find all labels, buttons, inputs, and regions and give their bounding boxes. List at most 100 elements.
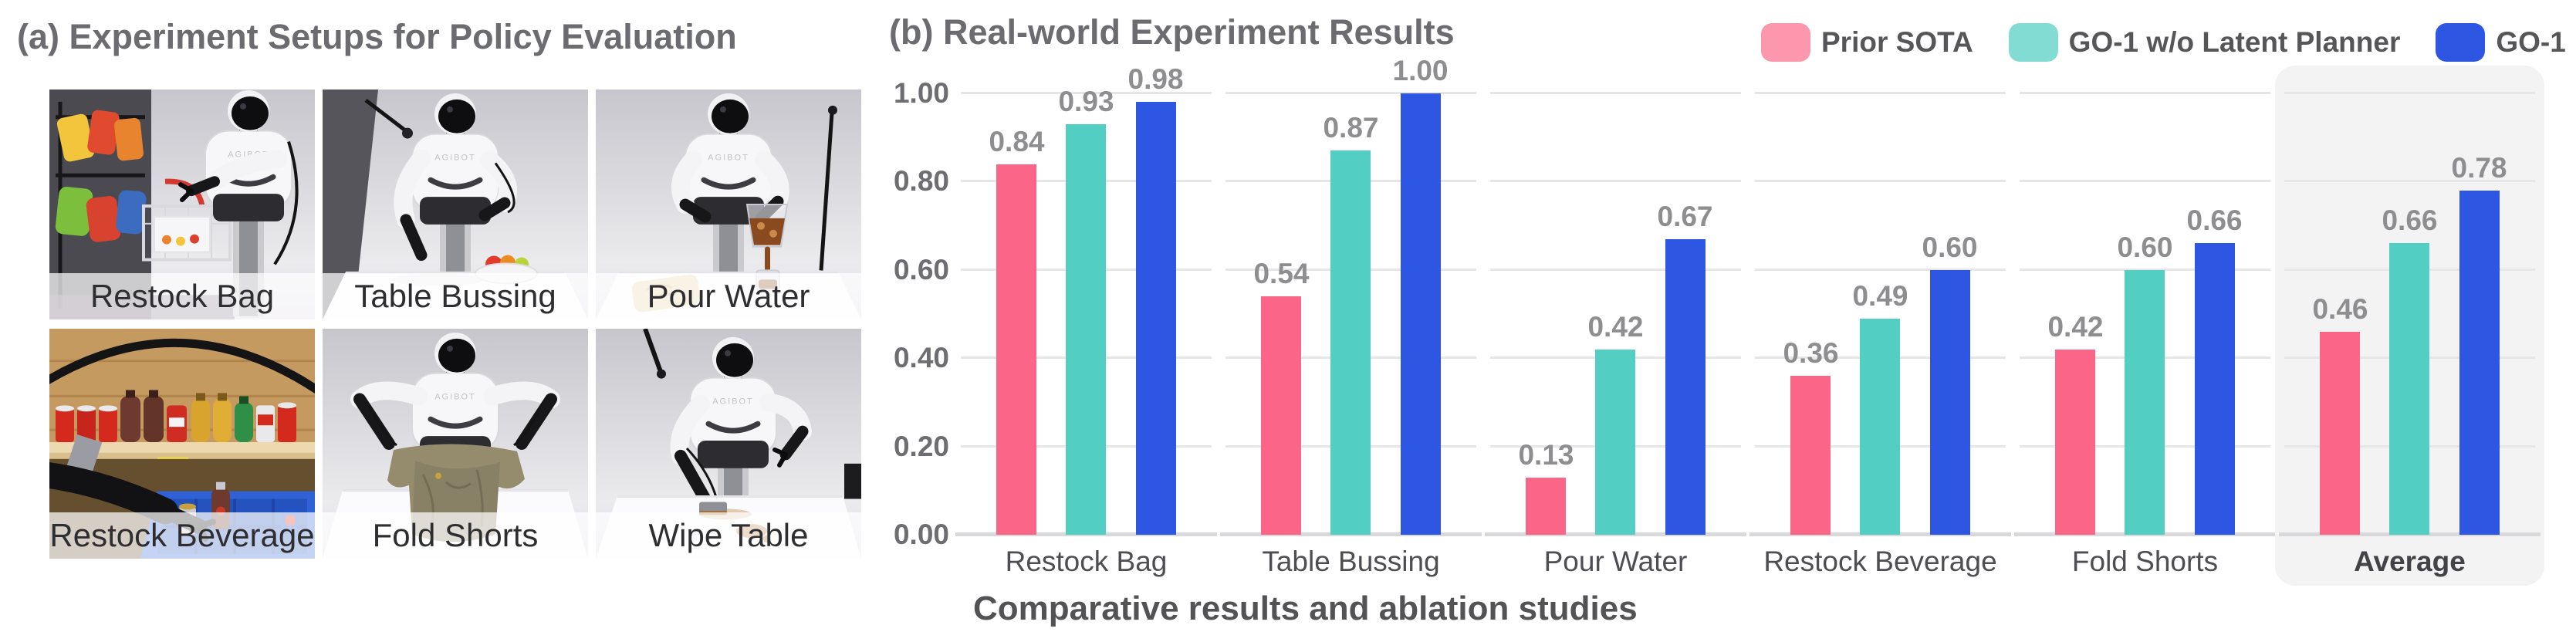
bar-prior-sota [1261, 296, 1302, 535]
bar-column: 0.93 [1058, 86, 1114, 535]
bar-value-label: 1.00 [1392, 55, 1449, 86]
bar-value-label: 0.66 [2382, 204, 2438, 237]
bar-prior-sota [996, 164, 1037, 535]
bar-go-1 [1665, 238, 1706, 535]
chart-panel-table-bussing: 0.54 0.87 1.00 Table Bussing [1220, 55, 1482, 577]
photo-restock-beverage: Restock Beverage [49, 329, 315, 559]
legend-label: GO-1 [2496, 26, 2566, 58]
bar-value-label: 0.49 [1852, 279, 1908, 312]
gridline [2020, 268, 2270, 271]
y-tick-label: 0.80 [893, 165, 949, 198]
bar-go-1 [2459, 190, 2500, 535]
bar-column: 0.42 [1587, 310, 1644, 535]
photo-label-pour-water: Pour Water [596, 273, 861, 319]
x-category-label: Average [2354, 546, 2466, 577]
photo-label-restock-beverage: Restock Beverage [49, 512, 315, 559]
chart-panel-fold-shorts: 0.42 0.60 0.66 Fold Shorts [2014, 92, 2276, 577]
bar-group: 0.42 0.60 0.66 [2020, 204, 2270, 535]
bar-group: 0.36 0.49 0.60 [1755, 231, 2006, 535]
bar-column: 0.67 [1658, 201, 1713, 535]
chart-panel-average: 0.46 0.66 0.78 Average [2275, 66, 2544, 586]
legend-label: GO-1 w/o Latent Planner [2068, 26, 2401, 58]
bar-column: 0.49 [1852, 280, 1908, 535]
chart-panel-restock-bag: 0.84 0.93 0.98 Restock Bag [955, 63, 1217, 577]
bar-value-label: 0.60 [2117, 231, 2173, 263]
bar-column: 0.54 [1253, 258, 1309, 535]
bar-prior-sota [1526, 477, 1567, 535]
bar-group: 0.46 0.66 0.78 [2284, 152, 2535, 535]
x-category-label: Pour Water [1543, 546, 1688, 577]
gridline [1490, 92, 1741, 94]
bar-value-label: 0.46 [2312, 292, 2368, 325]
photo-table-bussing: Table Bussing [323, 90, 588, 319]
bar-group: 0.84 0.93 0.98 [961, 63, 1212, 535]
gridline [1490, 268, 1741, 271]
bar-go-1 [1929, 269, 1970, 535]
bar-column: 0.98 [1128, 63, 1184, 535]
bar-column: 0.66 [2187, 204, 2243, 535]
bar-group: 0.54 0.87 1.00 [1225, 55, 1476, 535]
gridline [1225, 92, 1476, 94]
figure-caption: Comparative results and ablation studies [973, 590, 1638, 627]
bar-value-label: 0.13 [1518, 438, 1574, 471]
bar-column: 0.60 [2117, 231, 2173, 535]
y-axis-labels: 0.00 0.20 0.40 0.60 0.80 1.00 [841, 77, 949, 550]
bar-go-1-w-o-latent-planner [2125, 269, 2165, 535]
bar-go-1-w-o-latent-planner [1595, 349, 1636, 535]
photo-fold-shorts: Fold Shorts [323, 329, 588, 559]
bar-chart-plot-area: 0.84 0.93 0.98 Restock Bag 0.54 0.87 1.00 Table… [955, 55, 2544, 586]
legend-swatch [2008, 23, 2058, 62]
bar-value-label: 0.84 [989, 125, 1045, 157]
bar-go-1-w-o-latent-planner [1860, 318, 1901, 535]
y-tick-label: 0.60 [893, 253, 949, 286]
bar-go-1 [1135, 102, 1176, 535]
bar-value-label: 0.60 [1922, 231, 1978, 263]
bar-column: 0.78 [2452, 152, 2507, 535]
bar-value-label: 0.87 [1323, 112, 1379, 144]
gridline [1490, 180, 1741, 183]
legend-item: GO-1 [2436, 23, 2566, 62]
restock-bag-illustration [49, 90, 315, 319]
bar-group: 0.13 0.42 0.67 [1490, 201, 1741, 535]
bar-column: 1.00 [1393, 55, 1449, 535]
bar-value-label: 0.42 [1587, 310, 1644, 343]
gridline [1755, 180, 2006, 183]
y-tick-label: 0.00 [893, 519, 949, 550]
chart-panel-restock-beverage: 0.36 0.49 0.60 Restock Beverage [1749, 92, 2011, 577]
bar-column: 0.84 [989, 126, 1044, 535]
gridline [2284, 92, 2535, 94]
x-category-label: Fold Shorts [2071, 546, 2219, 577]
gridline [1755, 92, 2006, 94]
x-category-label: Table Bussing [1262, 546, 1440, 577]
bar-go-1-w-o-latent-planner [1330, 150, 1371, 535]
bar-column: 0.87 [1323, 112, 1379, 535]
bar-value-label: 0.98 [1127, 63, 1184, 96]
y-tick-label: 0.20 [893, 430, 949, 462]
bar-column: 0.13 [1518, 439, 1574, 535]
x-category-label: Restock Bag [1005, 546, 1168, 577]
bar-go-1 [2194, 243, 2235, 535]
legend-swatch [2436, 23, 2486, 62]
gridline [1755, 268, 2006, 271]
bar-value-label: 0.67 [1657, 200, 1713, 232]
chart-panel-pour-water: 0.13 0.42 0.67 Pour Water [1485, 92, 1746, 577]
photo-label-wipe-table: Wipe Table [596, 512, 861, 559]
photo-label-fold-shorts: Fold Shorts [323, 512, 588, 559]
gridline [2020, 180, 2270, 183]
photo-label-restock-bag: Restock Bag [49, 273, 315, 319]
legend-swatch [1761, 23, 1810, 62]
photo-pour-water: Pour Water [596, 90, 861, 319]
gridline [2284, 180, 2535, 183]
bar-column: 0.36 [1783, 337, 1838, 535]
bar-value-label: 0.78 [2451, 151, 2507, 184]
bar-go-1-w-o-latent-planner [1066, 124, 1107, 535]
photo-restock-bag: Restock Bag [49, 90, 315, 319]
experiment-setups-grid: Restock Bag [49, 90, 861, 559]
gridline [961, 92, 1212, 94]
bar-value-label: 0.54 [1253, 258, 1310, 290]
bar-go-1 [1400, 93, 1441, 535]
bar-prior-sota [2055, 349, 2096, 535]
photo-wipe-table: Wipe Table [596, 329, 861, 559]
bar-value-label: 0.36 [1783, 337, 1839, 370]
